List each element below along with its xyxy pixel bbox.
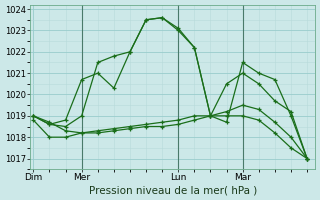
X-axis label: Pression niveau de la mer( hPa ): Pression niveau de la mer( hPa )	[89, 185, 257, 195]
